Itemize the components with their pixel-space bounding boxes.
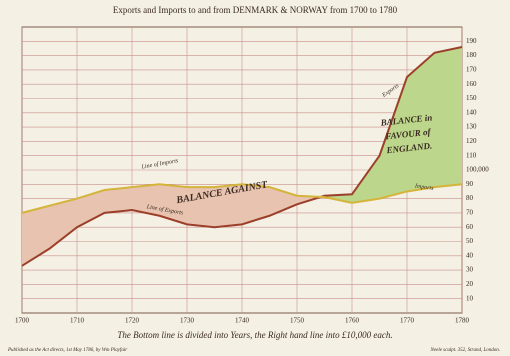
fills <box>22 47 462 266</box>
y-tick-label: 120 <box>466 137 477 145</box>
series-line <box>21 183 463 214</box>
y-tick-label: 130 <box>466 123 477 131</box>
y-tick-label: 60 <box>466 223 474 231</box>
x-axis-label: The Bottom line is divided into Years, t… <box>117 330 392 340</box>
chart-title: Exports and Imports to and from DENMARK … <box>113 5 398 15</box>
y-tick-label: 180 <box>466 51 477 59</box>
y-tick-label: 90 <box>466 180 474 188</box>
x-tick-label: 1710 <box>70 317 85 325</box>
annotation: Line of Imports <box>140 157 179 171</box>
y-tick-label: 50 <box>466 237 474 245</box>
x-tick-label: 1760 <box>345 317 360 325</box>
annotation-line: ENGLAND. <box>385 141 433 156</box>
y-tick-label: 160 <box>466 80 477 88</box>
x-tick-label: 1780 <box>455 317 470 325</box>
x-tick-label: 1770 <box>400 317 415 325</box>
x-tick-label: 1730 <box>180 317 195 325</box>
annotation-line: FAVOUR of <box>384 127 432 142</box>
y-tick-label: 40 <box>466 251 474 259</box>
footnote-left: Published as the Act directs, 1st May 17… <box>7 348 127 353</box>
series-label: Exports <box>381 83 401 100</box>
x-tick-label: 1700 <box>15 317 30 325</box>
x-tick-label: 1740 <box>235 317 250 325</box>
series-label: Imports <box>414 183 435 192</box>
y-tick-label: 30 <box>466 266 474 274</box>
series-line <box>21 46 463 267</box>
x-tick-label: 1750 <box>290 317 305 325</box>
y-tick-label: 10 <box>466 294 474 302</box>
annotation: BALANCE inFAVOUR ofENGLAND. <box>379 112 435 155</box>
y-tick-label: 140 <box>466 108 477 116</box>
y-tick-label: 20 <box>466 280 474 288</box>
y-tick-label: 110 <box>466 151 477 159</box>
footnote-right: Neele sculpt. 352, Strand, London. <box>430 348 500 353</box>
y-tick-label: 80 <box>466 194 474 202</box>
y-tick-label: 170 <box>466 66 477 74</box>
y-tick-label: 100,000 <box>466 166 489 174</box>
y-tick-label: 190 <box>466 37 477 45</box>
balance-against-fill <box>22 184 462 266</box>
marks <box>21 46 463 267</box>
x-tick-label: 1720 <box>125 317 140 325</box>
y-tick-label: 70 <box>466 209 474 217</box>
y-tick-label: 150 <box>466 94 477 102</box>
